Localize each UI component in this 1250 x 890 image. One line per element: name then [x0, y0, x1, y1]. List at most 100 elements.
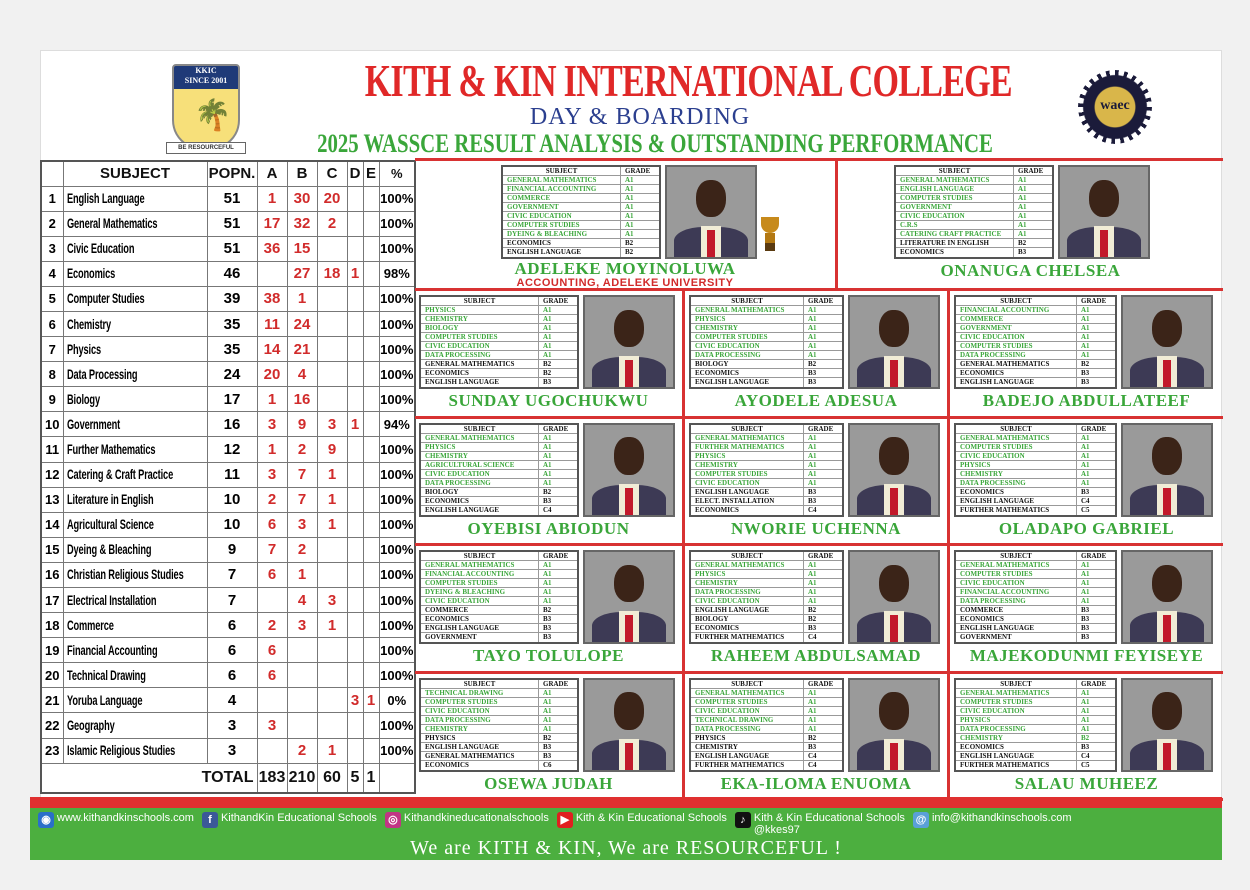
- student-name: SALAU MUHEEZ: [1014, 773, 1159, 793]
- footer-link[interactable]: ▶ Kith & Kin Educational Schools: [556, 812, 727, 828]
- grade-row: ECONOMICS B3: [956, 487, 1115, 497]
- student-photo: [1121, 550, 1213, 644]
- grade-value: A1: [808, 597, 817, 605]
- cell-subject: Physics: [62, 336, 208, 363]
- subject-name: DATA PROCESSING: [421, 351, 539, 359]
- grade-value: B3: [1081, 742, 1090, 751]
- grade-row: FINANCIAL ACCOUNTING A1: [956, 306, 1115, 315]
- grade-value: A1: [1018, 221, 1027, 229]
- cell-b: 27: [286, 260, 318, 287]
- subject-text: Islamic Religious Studies: [66, 742, 175, 759]
- grade-value: B3: [808, 624, 817, 632]
- subject-text: Economics: [66, 265, 115, 282]
- cell-pct: 94%: [378, 411, 416, 438]
- footer-link[interactable]: f KithandKin Educational Schools: [201, 812, 377, 828]
- grade-table-header: SUBJECT GRADE: [691, 424, 842, 434]
- footer-link[interactable]: ◉ www.kithandkinschools.com: [38, 812, 194, 828]
- grade-row: CHEMISTRY A1: [421, 315, 577, 324]
- grade-row: CIVIC EDUCATION A1: [956, 333, 1115, 342]
- cell-c: [316, 310, 348, 338]
- subject-name: GOVERNMENT: [956, 633, 1077, 642]
- cell-subject: General Mathematics: [62, 210, 208, 237]
- cell-popn: 4: [206, 687, 258, 714]
- grade-row: COMMERCE B2: [421, 606, 577, 615]
- subject-name: COMPUTER STUDIES: [956, 442, 1077, 451]
- grade-row: DYEING & BLEACHING A1: [421, 588, 577, 597]
- subject-name: DATA PROCESSING: [691, 351, 804, 359]
- cell-e: [362, 511, 380, 538]
- grade-value: B3: [543, 633, 552, 641]
- subject-header: SUBJECT: [956, 552, 1077, 560]
- grade-value: C4: [1081, 751, 1090, 760]
- grade-row: FURTHER MATHEMATICS C4: [691, 633, 842, 642]
- grade-value: B3: [1081, 615, 1090, 623]
- grade-value: A1: [1081, 478, 1090, 487]
- cell-c: 1: [316, 612, 348, 639]
- grade-value: A1: [1018, 212, 1027, 220]
- grade-value: A1: [808, 570, 817, 578]
- subject-name: PHYSICS: [691, 570, 804, 578]
- subject-name: ENGLISH LANGUAGE: [956, 378, 1077, 387]
- grade-row: PHYSICS A1: [421, 306, 577, 315]
- grade-row: CIVIC EDUCATION A1: [421, 706, 577, 716]
- grade-value: A1: [543, 597, 552, 605]
- student-name: TAYO TOLULOPE: [473, 646, 624, 665]
- grade-value: A1: [808, 324, 817, 332]
- cell-popn: 6: [206, 637, 258, 664]
- subject-name: GENERAL MATHEMATICS: [691, 561, 804, 569]
- cell-d: [346, 586, 364, 614]
- grade-value: A1: [543, 697, 552, 706]
- subject-name: CIVIC EDUCATION: [956, 706, 1077, 715]
- cell-b: 1: [286, 285, 318, 312]
- grade-value: A1: [625, 221, 634, 229]
- grade-value: C4: [808, 505, 817, 514]
- photo-tie: [625, 360, 633, 387]
- grade-row: DATA PROCESSING A1: [421, 351, 577, 360]
- subject-name: CHEMISTRY: [691, 460, 804, 469]
- cell-c: [316, 285, 348, 312]
- grade-row: CHEMISTRY A1: [691, 324, 842, 333]
- cell-no: 13: [40, 486, 64, 513]
- footer-link[interactable]: ♪ Kith & Kin Educational Schools @kkes97: [734, 812, 905, 836]
- cell-e: [362, 486, 380, 513]
- subject-name: FURTHER MATHEMATICS: [691, 760, 804, 770]
- footer-link[interactable]: ◎ Kithandkineducationalschools: [384, 812, 549, 828]
- grade-table: SUBJECT GRADE GENERAL MATHEMATICS A1 FINANCI…: [501, 165, 661, 259]
- footer-link[interactable]: @ info@kithandkinschools.com: [912, 812, 1072, 828]
- subject-text: Biology: [66, 390, 100, 407]
- cell-no: 18: [40, 612, 64, 639]
- grade-value: A1: [808, 451, 817, 460]
- cell-no: 11: [40, 436, 64, 463]
- grade-row: DATA PROCESSING A1: [956, 597, 1115, 606]
- cell-popn: 6: [206, 612, 258, 639]
- subject-name: ENGLISH LANGUAGE: [956, 751, 1077, 760]
- grade-table: SUBJECT GRADE GENERAL MATHEMATICS A1 COMPUTE…: [689, 677, 844, 772]
- subject-name: CIVIC EDUCATION: [691, 706, 804, 715]
- subject-text: General Mathematics: [66, 215, 158, 232]
- grade-value: A1: [1018, 203, 1027, 211]
- cell-a: [256, 260, 288, 287]
- grade-value: A1: [1081, 306, 1090, 314]
- grade-value: A1: [808, 579, 817, 587]
- grade-row: ECONOMICS B3: [421, 615, 577, 624]
- grade-value: A1: [543, 451, 552, 460]
- subject-text: Literature in English: [66, 491, 154, 508]
- total-blank: [378, 762, 416, 794]
- school-logo: KKIC SINCE 2001 🌴 BE RESOURCEFUL: [166, 64, 246, 154]
- grade-value: A1: [808, 351, 817, 359]
- grade-value: B3: [1081, 624, 1090, 632]
- student-photo: [1121, 295, 1213, 389]
- cell-e: [362, 737, 380, 764]
- subject-name: GOVERNMENT: [421, 633, 539, 642]
- subject-name: CIVIC EDUCATION: [956, 579, 1077, 587]
- logo-motto: BE RESOURCEFUL: [166, 142, 246, 154]
- grade-value: A1: [808, 460, 817, 469]
- grade-row: PHYSICS A1: [956, 460, 1115, 470]
- subject-name: ENGLISH LANGUAGE: [503, 248, 621, 257]
- grade-row: CHEMISTRY B2: [956, 733, 1115, 743]
- link-text: Kith & Kin Educational Schools @kkes97: [754, 812, 905, 836]
- cell-c: 1: [316, 737, 348, 764]
- grade-value: B3: [808, 742, 817, 751]
- grade-value: A1: [808, 588, 817, 596]
- cell-a: 1: [256, 436, 288, 463]
